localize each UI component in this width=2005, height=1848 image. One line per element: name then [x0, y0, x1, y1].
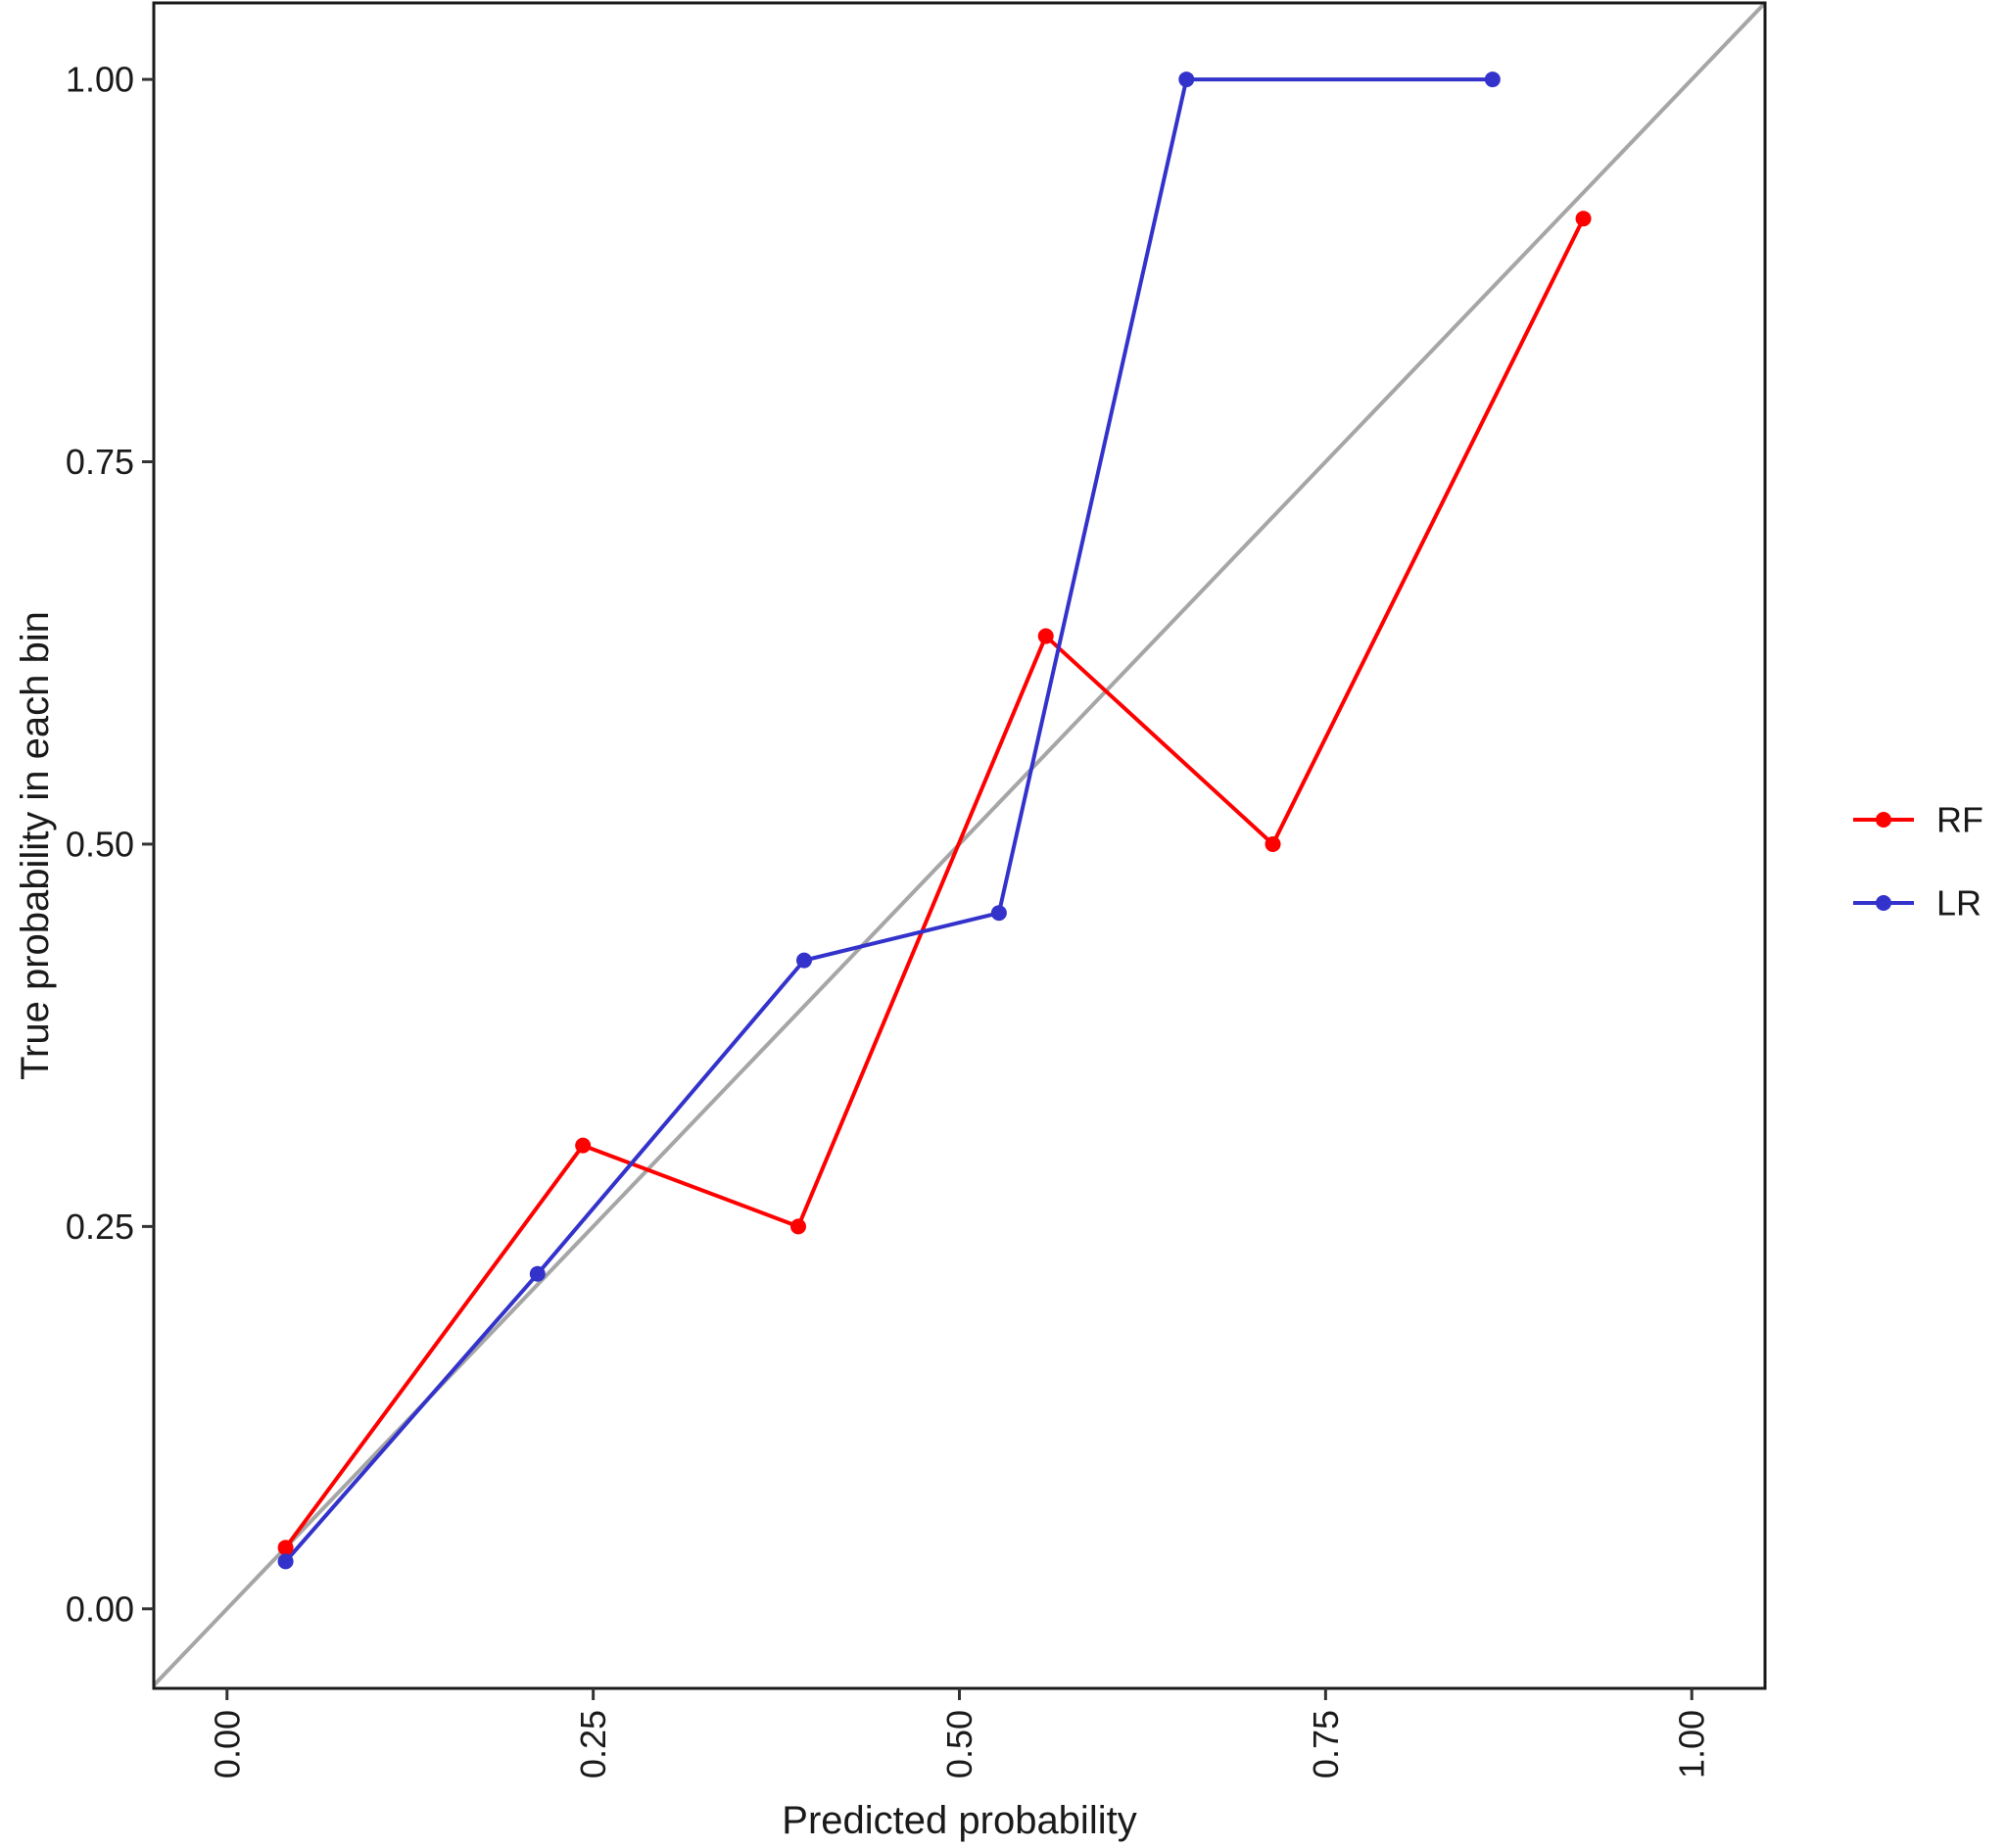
series-rf-point-3	[1037, 628, 1054, 644]
series-lr-point-3	[990, 905, 1007, 922]
legend-item-lr: LR	[1853, 883, 1981, 924]
legend-item-rf: RF	[1853, 800, 1983, 840]
series-rf-point-5	[1575, 211, 1592, 227]
y-tick-label-1: 0.25	[66, 1207, 134, 1247]
legend-lr-label: LR	[1936, 883, 1981, 924]
series-lr-point-4	[1178, 71, 1195, 88]
series-lr-line	[283, 77, 1495, 1564]
series-rf-point-4	[1265, 835, 1281, 852]
x-tick-label-1: 0.25	[573, 1710, 613, 1778]
legend-rf-swatch-dot	[1876, 812, 1891, 828]
x-tick-label-3: 0.75	[1306, 1710, 1346, 1778]
y-tick-label-0: 0.00	[66, 1588, 134, 1629]
y-tick-label-3: 0.75	[66, 442, 134, 482]
x-tick-label-0: 0.00	[207, 1710, 247, 1778]
y-tick-label-4: 1.00	[66, 60, 134, 100]
series-rf-point-0	[277, 1540, 294, 1556]
series-lr-point-1	[529, 1265, 546, 1282]
plot-clipped-group	[154, 3, 1765, 1687]
legend-lr-swatch-dot	[1876, 895, 1891, 911]
axes-layer: 0.00 0.25 0.50 0.75 1.00 0.00 0.25 0.50 0.75 1.00	[66, 1, 1767, 1778]
y-axis-title: True probability in each bin	[14, 611, 57, 1080]
series-lr-point-2	[795, 952, 812, 969]
x-tick-label-2: 0.50	[939, 1710, 979, 1778]
y-tick-label-2: 0.50	[66, 824, 134, 864]
series-rf-point-1	[575, 1137, 592, 1154]
series-lr-point-0	[277, 1553, 294, 1570]
legend-rf-label: RF	[1936, 800, 1983, 840]
series-rf-point-2	[790, 1218, 806, 1235]
series-rf-line	[283, 216, 1586, 1550]
plot-layer	[154, 3, 1765, 1687]
x-tick-label-4: 1.00	[1672, 1710, 1712, 1778]
x-axis-title: Predicted probability	[782, 1799, 1136, 1842]
series-lr-point-5	[1484, 71, 1501, 88]
legend: RF LR	[1853, 800, 1983, 924]
